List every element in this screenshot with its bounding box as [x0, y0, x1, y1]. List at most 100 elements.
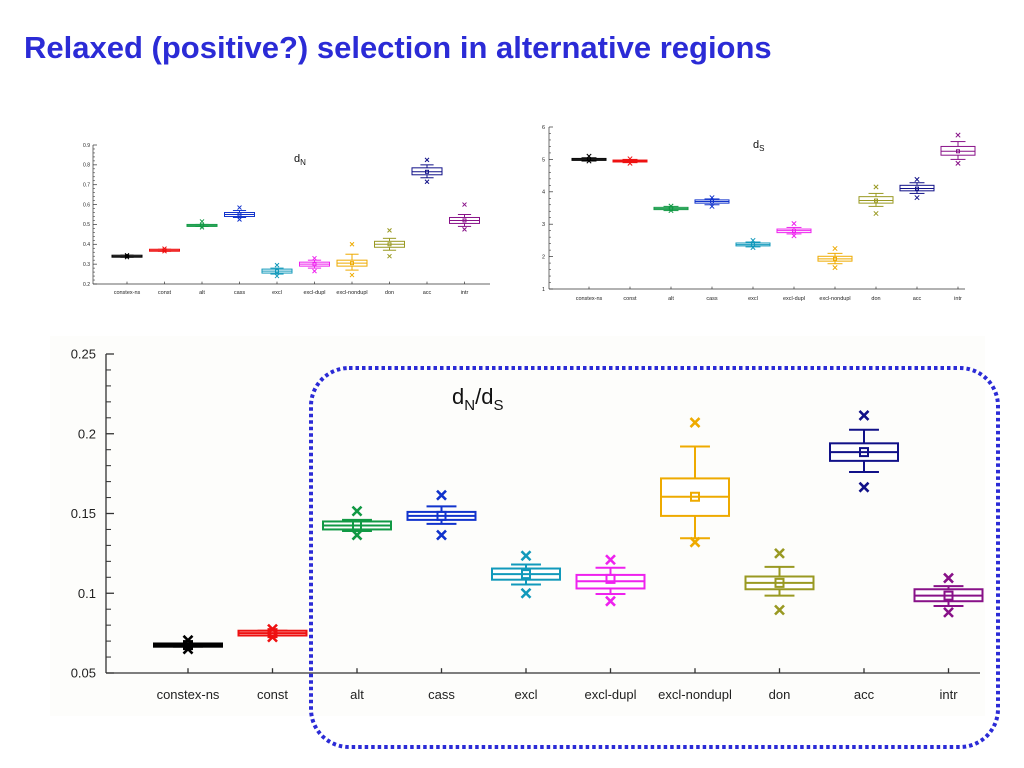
outlier-marker — [267, 623, 278, 635]
dn-x-tick-label: constex-ns — [114, 290, 141, 296]
outlier-marker — [520, 550, 532, 562]
dnds-box-excl — [491, 550, 561, 599]
dn-y-tick-label: 0.6 — [83, 202, 90, 208]
dn-x-tick-label: acc — [423, 290, 432, 296]
outlier-marker — [351, 529, 363, 541]
dn-x-tick-label: excl-dupl — [303, 290, 325, 296]
outlier-marker — [237, 217, 242, 222]
dn-y-tick-label: 0.8 — [83, 163, 90, 169]
outlier-marker — [351, 505, 363, 517]
outlier-marker — [791, 220, 797, 227]
dnds-x-tick-label: constex-ns — [157, 687, 220, 702]
outlier-marker — [586, 158, 592, 164]
dnds-box-excl-nondupl — [660, 417, 730, 548]
dnds-x-tick-label: alt — [350, 687, 364, 702]
outlier-marker — [182, 634, 194, 646]
outlier-marker — [832, 265, 838, 271]
ds-y-tick-label: 5 — [542, 157, 545, 163]
outlier-marker — [124, 252, 130, 258]
dn-box-excl-nondupl — [336, 241, 368, 278]
outlier-marker — [750, 237, 756, 243]
ds-x-tick-label: don — [871, 296, 880, 302]
box-mean-marker — [350, 261, 354, 266]
box-mean-marker — [751, 242, 755, 247]
outlier-marker — [274, 273, 280, 279]
outlier-marker — [943, 572, 954, 584]
box-mean-marker — [237, 212, 242, 217]
ds-x-tick-label: cass — [706, 296, 718, 302]
outlier-marker — [605, 595, 616, 607]
ds-x-tick-label: intr — [954, 296, 962, 302]
outlier-marker — [750, 244, 756, 251]
outlier-marker — [436, 489, 447, 501]
dn-x-tick-label: const — [158, 290, 172, 296]
ds-y-tick-label: 6 — [542, 125, 545, 131]
dn-y-tick-label: 0.2 — [83, 282, 90, 288]
ds-y-tick-label: 3 — [542, 222, 545, 228]
outlier-marker — [873, 210, 879, 217]
dnds-plot-background — [50, 336, 985, 716]
dnds-x-tick-label: intr — [939, 687, 958, 702]
ds-x-tick-label: excl-nondupl — [819, 296, 850, 302]
outlier-marker — [162, 246, 167, 252]
dn-y-tick-label: 0.9 — [83, 143, 90, 149]
ds-chart-title: dS — [753, 139, 764, 153]
dn-chart-title: dN — [294, 153, 306, 167]
box-mean-marker — [792, 228, 796, 233]
dn-box-const — [149, 246, 180, 254]
box-mean-marker — [833, 256, 837, 261]
outlier-marker — [832, 245, 838, 252]
dnds-x-tick-label: excl — [514, 687, 537, 702]
outlier-marker — [586, 153, 592, 159]
outlier-marker — [605, 554, 616, 566]
dn-box-excl — [261, 262, 293, 279]
ds-box-alt — [653, 203, 689, 214]
box-mean-marker — [275, 269, 279, 274]
box-mean-marker — [352, 520, 362, 531]
ds-x-tick-label: const — [623, 296, 637, 302]
outlier-marker — [709, 195, 715, 201]
ds-box-cass — [694, 195, 730, 209]
ds-y-tick-label: 1 — [542, 287, 545, 293]
box-body — [858, 196, 894, 204]
outlier-marker — [387, 253, 392, 259]
dnds-box-constex-ns — [153, 634, 223, 655]
dnds-x-tick-label: don — [769, 687, 791, 702]
outlier-marker — [267, 631, 278, 643]
dn-box-don — [374, 228, 405, 259]
outlier-marker — [943, 606, 954, 618]
dn-box-acc — [411, 157, 443, 185]
box-mean-marker — [605, 573, 616, 584]
box-mean-marker — [690, 491, 700, 502]
outlier-marker — [955, 132, 961, 138]
dn-x-tick-label: excl — [272, 290, 282, 296]
ds-x-tick-label: excl-dupl — [783, 296, 805, 302]
dnds-x-tick-label: const — [257, 687, 288, 702]
dnds-x-tick-label: excl-dupl — [584, 687, 636, 702]
dnds-y-tick-label: 0.1 — [78, 586, 96, 601]
outlier-marker — [873, 184, 879, 190]
outlier-marker — [199, 225, 205, 230]
outlier-marker — [349, 272, 355, 278]
dnds-chart-title: dN/dS — [452, 384, 503, 414]
box-mean-marker — [312, 262, 317, 267]
ds-box-excl — [735, 237, 771, 251]
ds-x-tick-label: acc — [913, 296, 922, 302]
outlier-marker — [424, 179, 430, 185]
dnds-box-intr — [913, 572, 984, 618]
outlier-marker — [627, 156, 633, 162]
outlier-marker — [436, 529, 447, 541]
ds-y-tick-label: 2 — [542, 255, 545, 261]
dn-x-tick-label: intr — [461, 290, 469, 296]
outlier-marker — [312, 268, 317, 274]
outlier-marker — [462, 202, 467, 207]
box-mean-marker — [710, 199, 714, 204]
outlier-marker — [914, 195, 920, 201]
dn-y-tick-label: 0.7 — [83, 182, 90, 188]
outlier-marker — [182, 643, 194, 655]
outlier-marker — [668, 203, 674, 209]
dnds-box-excl-dupl — [575, 554, 646, 607]
slide-title: Relaxed (positive?) selection in alterna… — [24, 30, 772, 65]
ds-x-tick-label: alt — [668, 296, 674, 302]
